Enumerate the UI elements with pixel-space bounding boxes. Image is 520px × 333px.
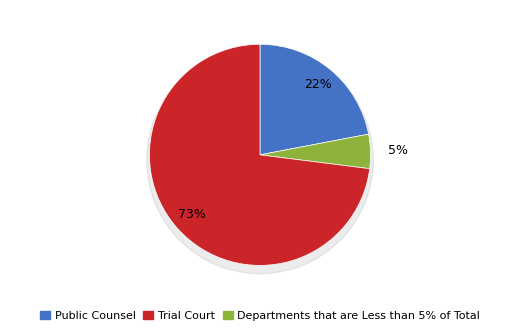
Ellipse shape [147, 47, 373, 274]
Legend: Public Counsel, Trial Court, Departments that are Less than 5% of Total: Public Counsel, Trial Court, Departments… [37, 307, 483, 324]
Text: 22%: 22% [304, 79, 332, 92]
Wedge shape [260, 44, 369, 155]
Text: 73%: 73% [178, 208, 206, 221]
Wedge shape [149, 44, 370, 265]
Wedge shape [260, 134, 371, 169]
Text: 5%: 5% [388, 144, 408, 157]
